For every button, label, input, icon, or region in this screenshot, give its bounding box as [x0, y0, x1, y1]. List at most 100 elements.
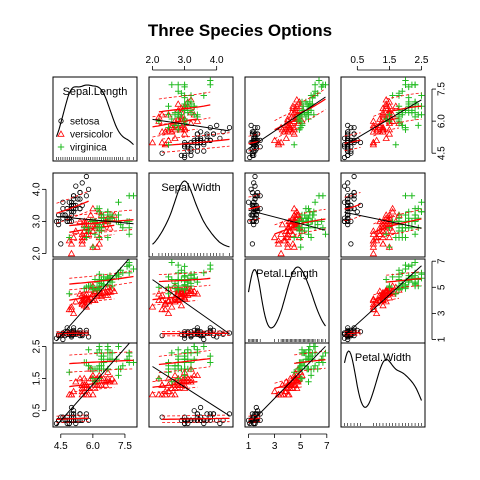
point-virginica: [165, 284, 172, 291]
point-setosa: [341, 135, 348, 141]
point-versicolor: [104, 287, 112, 294]
spread-lower-setosa: [344, 215, 361, 222]
point-virginica: [411, 278, 419, 286]
point-setosa: [58, 241, 64, 247]
point-versicolor: [382, 286, 390, 293]
point-virginica: [415, 122, 422, 129]
tick-label-left-Sepal.Width: 4.0: [32, 182, 43, 196]
point-setosa: [253, 404, 259, 411]
point-versicolor: [385, 130, 394, 137]
point-virginica: [93, 349, 101, 357]
point-virginica: [126, 231, 133, 238]
point-virginica: [98, 352, 105, 360]
tick-label-right-Petal.Length: 3: [437, 310, 448, 316]
spread-lower-virginica: [386, 227, 422, 237]
point-versicolor: [372, 125, 381, 133]
point-versicolor: [89, 220, 97, 228]
point-virginica: [411, 259, 419, 266]
legend-symbol-setosa: [58, 118, 64, 124]
point-setosa: [345, 325, 351, 331]
point-versicolor: [385, 98, 394, 105]
point-versicolor: [277, 249, 285, 257]
point-versicolor: [385, 125, 394, 133]
tick-label-left-Sepal.Width: 2.0: [32, 246, 43, 260]
point-versicolor: [369, 230, 378, 237]
spread-lower-setosa: [344, 147, 361, 151]
point-versicolor: [155, 296, 163, 304]
point-setosa: [345, 218, 351, 224]
point-versicolor: [164, 309, 173, 317]
point-setosa: [248, 186, 254, 192]
point-virginica: [165, 273, 172, 281]
legend-entry-setosa: setosa: [58, 117, 100, 128]
point-setosa: [86, 334, 92, 340]
point-setosa: [191, 408, 197, 414]
point-setosa: [207, 137, 213, 143]
spread-upper-virginica: [386, 209, 422, 218]
point-virginica: [411, 272, 419, 279]
point-versicolor: [369, 117, 378, 124]
point-virginica: [66, 290, 73, 297]
tick-label-top-Petal.Width: 1.5: [382, 55, 396, 66]
point-setosa: [188, 417, 194, 423]
point-virginica: [305, 378, 312, 385]
point-virginica: [168, 378, 175, 385]
series-setosa: [53, 404, 92, 427]
point-virginica: [175, 88, 182, 95]
point-versicolor: [385, 211, 394, 218]
point-setosa: [357, 329, 364, 335]
smoother-virginica: [386, 105, 422, 113]
panel-Petal.Width-vs-Sepal.Width: [148, 342, 234, 428]
point-versicolor: [184, 374, 192, 382]
point-versicolor: [376, 230, 384, 237]
point-versicolor: [158, 138, 166, 146]
regression-line: [344, 211, 422, 229]
point-setosa: [77, 411, 83, 417]
point-versicolor: [369, 138, 378, 146]
panel-Sepal.Length-vs-Sepal.Length: Sepal.Length: [52, 76, 138, 162]
panel-Petal.Length-vs-Sepal.Width: [148, 258, 234, 344]
point-setosa: [71, 411, 77, 417]
density-curve: [152, 180, 230, 248]
point-versicolor: [180, 130, 189, 137]
point-virginica: [392, 141, 399, 148]
tick-label-top-Petal.Width: 0.5: [350, 55, 364, 66]
smoother-virginica: [386, 218, 422, 228]
point-versicolor: [102, 381, 110, 388]
point-versicolor: [274, 236, 283, 244]
point-setosa: [198, 417, 204, 423]
point-virginica: [93, 205, 101, 212]
point-versicolor: [388, 207, 397, 215]
point-setosa: [251, 148, 257, 154]
spread-lower-setosa: [248, 148, 261, 152]
point-setosa: [188, 152, 194, 158]
point-versicolor: [171, 134, 179, 141]
point-setosa: [185, 144, 191, 150]
point-virginica: [402, 77, 409, 84]
series-setosa: [159, 404, 233, 427]
point-virginica: [96, 362, 103, 369]
point-setosa: [348, 327, 354, 333]
tick-label-bottom-Sepal.Length: 7.5: [118, 441, 132, 452]
point-setosa: [68, 212, 75, 218]
tick-label-bottom-Petal.Length: 1: [246, 441, 252, 452]
density-curve: [55, 84, 134, 146]
spread-lower-versicolor: [373, 232, 400, 242]
point-versicolor: [282, 134, 290, 141]
point-versicolor: [78, 236, 86, 244]
smoother-versicolor: [69, 381, 115, 388]
point-virginica: [115, 199, 122, 206]
point-virginica: [298, 375, 306, 382]
smoother-setosa: [56, 200, 89, 214]
point-virginica: [305, 231, 312, 238]
spread-lower-versicolor: [373, 297, 400, 305]
series-setosa: [245, 404, 263, 427]
point-virginica: [165, 103, 172, 110]
point-setosa: [345, 152, 351, 158]
series-virginica: [291, 343, 329, 385]
tick-label-left-Petal.Width: 1.5: [32, 371, 43, 385]
point-virginica: [302, 205, 310, 212]
point-virginica: [115, 343, 122, 350]
point-virginica: [411, 205, 419, 212]
point-setosa: [345, 336, 351, 343]
